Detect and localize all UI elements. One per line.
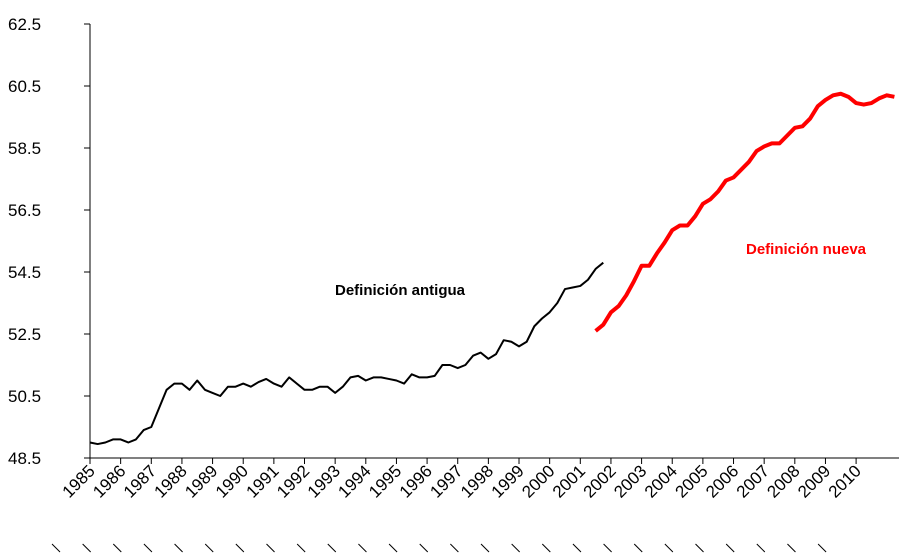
tick-deco bbox=[603, 543, 612, 553]
x-tick-label: 1995 bbox=[365, 461, 405, 501]
y-tick-label: 50.5 bbox=[8, 387, 41, 406]
tick-deco bbox=[51, 543, 61, 553]
tick-deco bbox=[817, 543, 827, 553]
y-tick-label: 58.5 bbox=[8, 139, 41, 158]
y-tick-label: 52.5 bbox=[8, 325, 41, 344]
y-tick-label: 56.5 bbox=[8, 201, 41, 220]
x-tick-label: 1991 bbox=[243, 461, 283, 501]
tick-deco bbox=[572, 543, 582, 553]
x-tick-label: 1986 bbox=[89, 461, 129, 501]
x-tick-label: 1997 bbox=[426, 461, 466, 501]
x-tick-label: 2004 bbox=[641, 461, 681, 501]
x-tick-label: 1994 bbox=[334, 461, 374, 501]
tick-deco bbox=[541, 543, 551, 553]
x-tick-label: 1985 bbox=[59, 461, 99, 501]
tick-deco bbox=[174, 543, 183, 553]
tick-deco bbox=[358, 543, 367, 553]
x-tick-label: 1992 bbox=[273, 461, 313, 501]
tick-deco bbox=[419, 543, 429, 553]
annotation: Definición nueva bbox=[746, 241, 867, 258]
tick-deco bbox=[725, 543, 735, 553]
x-tick-label: 1996 bbox=[396, 461, 436, 501]
x-tick-label: 2000 bbox=[518, 461, 558, 501]
tick-deco bbox=[112, 543, 122, 553]
y-tick-label: 48.5 bbox=[8, 449, 41, 468]
tick-deco bbox=[480, 543, 490, 553]
y-tick-label: 54.5 bbox=[8, 263, 41, 282]
line-series bbox=[594, 91, 895, 333]
tick-deco bbox=[511, 543, 521, 553]
x-tick-label: 1993 bbox=[304, 461, 344, 501]
tick-deco bbox=[143, 543, 153, 553]
tick-deco bbox=[756, 543, 766, 553]
x-tick-label: 2007 bbox=[733, 461, 773, 501]
y-tick-label: 62.5 bbox=[8, 15, 41, 34]
x-tick-label: 2002 bbox=[580, 461, 620, 501]
x-tick-label: 1987 bbox=[120, 461, 160, 501]
x-tick-label: 1988 bbox=[151, 461, 191, 501]
x-tick-label: 1990 bbox=[212, 461, 252, 501]
x-tick-label: 2006 bbox=[702, 461, 742, 501]
y-tick-label: 60.5 bbox=[8, 77, 41, 96]
tick-deco bbox=[450, 543, 459, 553]
x-tick-label: 1998 bbox=[457, 461, 497, 501]
x-tick-label: 1999 bbox=[488, 461, 528, 501]
tick-deco bbox=[664, 543, 674, 553]
tick-deco bbox=[204, 543, 214, 553]
tick-deco bbox=[82, 543, 91, 553]
tick-deco bbox=[633, 543, 643, 553]
tick-deco bbox=[327, 543, 337, 553]
line-series bbox=[89, 261, 604, 446]
x-tick-label: 2008 bbox=[763, 461, 803, 501]
tick-deco bbox=[266, 543, 275, 553]
tick-deco bbox=[296, 543, 306, 553]
x-tick-label: 2010 bbox=[825, 461, 865, 501]
x-tick-label: 2003 bbox=[610, 461, 650, 501]
x-tick-label: 1989 bbox=[181, 461, 221, 501]
tick-deco bbox=[695, 543, 704, 553]
annotation: Definición antigua bbox=[335, 282, 466, 299]
tick-deco bbox=[787, 543, 796, 553]
x-tick-label: 2009 bbox=[794, 461, 834, 501]
tick-deco bbox=[388, 543, 398, 553]
x-tick-label: 2005 bbox=[672, 461, 712, 501]
x-tick-label: 2001 bbox=[549, 461, 589, 501]
tick-deco bbox=[235, 543, 245, 553]
